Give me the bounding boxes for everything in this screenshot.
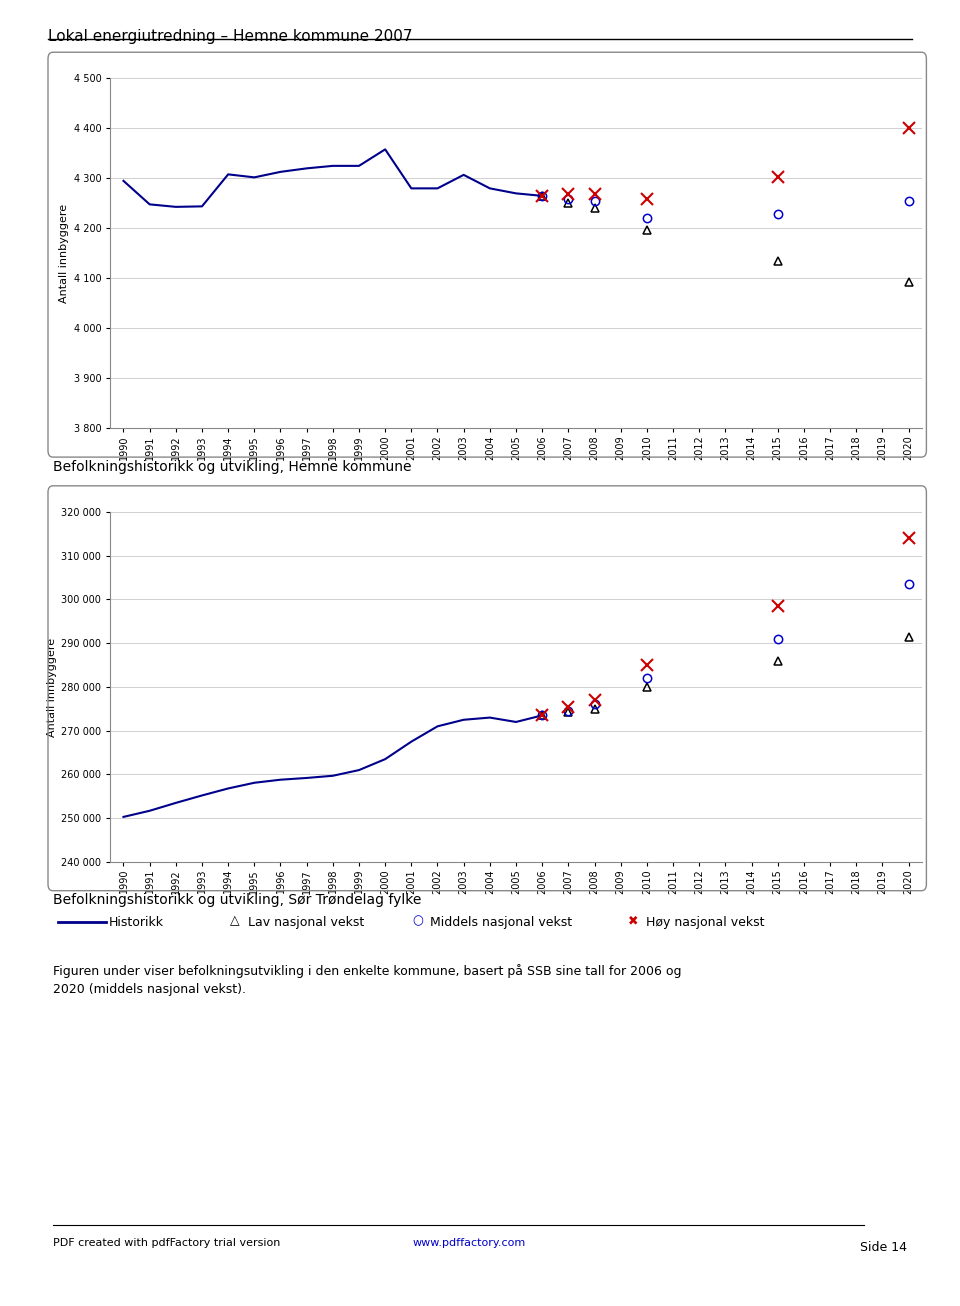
- Text: Høy nasjonal vekst: Høy nasjonal vekst: [646, 916, 764, 929]
- Text: PDF created with pdfFactory trial version: PDF created with pdfFactory trial versio…: [53, 1238, 283, 1249]
- Text: www.pdffactory.com: www.pdffactory.com: [413, 1238, 526, 1249]
- Text: △: △: [230, 914, 240, 927]
- Text: ✖: ✖: [629, 914, 638, 927]
- Y-axis label: Antall innbyggere: Antall innbyggere: [47, 637, 57, 737]
- Text: ○: ○: [412, 914, 423, 927]
- Text: Lav nasjonal vekst: Lav nasjonal vekst: [248, 916, 364, 929]
- Text: Side 14: Side 14: [860, 1241, 907, 1254]
- Text: Middels nasjonal vekst: Middels nasjonal vekst: [430, 916, 572, 929]
- Text: Befolkningshistorikk og utvikling, Sør Trøndelag fylke: Befolkningshistorikk og utvikling, Sør T…: [53, 893, 421, 908]
- Text: Historikk: Historikk: [108, 916, 163, 929]
- Y-axis label: Antall innbyggere: Antall innbyggere: [60, 204, 69, 303]
- Text: Lokal energiutredning – Hemne kommune 2007: Lokal energiutredning – Hemne kommune 20…: [48, 29, 413, 43]
- Text: Befolkningshistorikk og utvikling, Hemne kommune: Befolkningshistorikk og utvikling, Hemne…: [53, 460, 411, 474]
- Text: Figuren under viser befolkningsutvikling i den enkelte kommune, basert på SSB si: Figuren under viser befolkningsutvikling…: [53, 964, 682, 995]
